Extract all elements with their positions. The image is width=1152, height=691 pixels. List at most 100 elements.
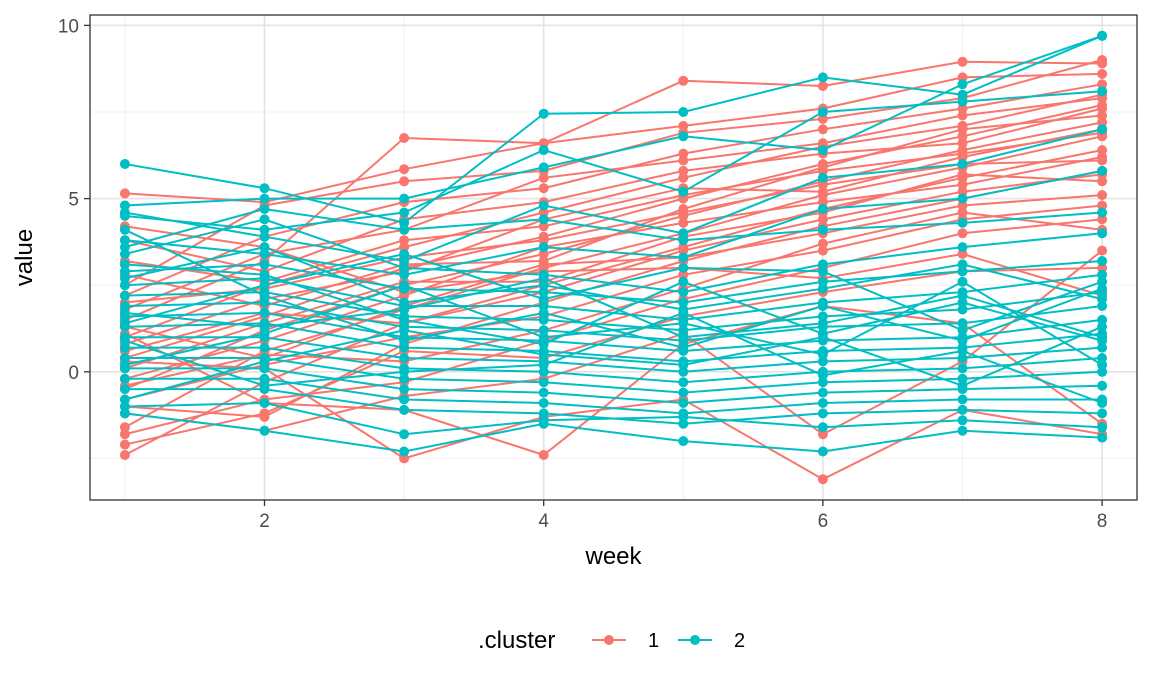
data-point xyxy=(957,404,968,415)
data-point xyxy=(538,249,549,259)
data-point xyxy=(957,56,968,67)
data-point xyxy=(259,242,270,253)
data-point xyxy=(399,207,410,218)
data-point xyxy=(817,124,828,135)
data-point xyxy=(399,217,410,228)
series-cluster-2 xyxy=(119,398,1108,440)
data-point xyxy=(399,256,410,266)
data-point xyxy=(678,269,689,280)
data-point xyxy=(119,401,130,412)
data-point xyxy=(817,197,828,208)
data-point xyxy=(817,145,828,156)
data-point xyxy=(538,294,549,305)
data-point xyxy=(817,377,828,388)
data-point xyxy=(538,450,549,460)
data-point xyxy=(119,408,130,419)
data-point xyxy=(817,349,828,360)
series-line xyxy=(124,104,1103,359)
data-point xyxy=(817,214,828,225)
data-point xyxy=(1097,131,1108,142)
data-point xyxy=(259,307,270,318)
data-point xyxy=(119,301,130,311)
series-line xyxy=(124,128,1103,346)
data-point xyxy=(259,204,270,214)
data-point xyxy=(957,207,968,218)
data-point xyxy=(399,176,410,187)
data-point xyxy=(957,124,968,135)
series-cluster-2 xyxy=(119,224,1108,353)
data-point xyxy=(259,356,270,367)
data-point xyxy=(538,325,549,336)
data-point xyxy=(538,415,549,426)
series-line xyxy=(124,291,1103,332)
series-line xyxy=(124,34,1103,207)
series-cluster-2 xyxy=(119,249,1108,336)
data-point xyxy=(538,235,549,246)
data-point xyxy=(119,242,130,253)
data-point xyxy=(259,342,270,353)
data-point xyxy=(399,242,410,253)
legend: .cluster 1 2 xyxy=(478,627,745,654)
data-point xyxy=(817,398,828,408)
data-point xyxy=(678,325,689,336)
data-point xyxy=(1097,422,1108,433)
data-point xyxy=(957,242,968,253)
legend-key-point xyxy=(604,635,614,645)
data-point xyxy=(1097,176,1108,187)
data-point xyxy=(678,75,689,86)
data-point xyxy=(259,297,270,308)
data-point xyxy=(259,259,270,270)
data-point xyxy=(678,366,689,377)
data-point xyxy=(678,342,689,353)
data-point xyxy=(957,217,968,228)
series-line xyxy=(124,194,1103,360)
data-point xyxy=(399,269,410,280)
series-cluster-2 xyxy=(119,242,1108,315)
data-point xyxy=(957,200,968,211)
data-point xyxy=(957,266,968,277)
data-point xyxy=(678,207,689,218)
data-point xyxy=(399,133,410,143)
data-point xyxy=(1097,262,1108,273)
data-point xyxy=(678,228,689,239)
series-cluster-2 xyxy=(119,30,1108,211)
data-point xyxy=(957,96,968,107)
data-point xyxy=(957,346,968,356)
data-point xyxy=(957,159,968,169)
data-point xyxy=(1097,190,1108,201)
data-point xyxy=(1097,283,1108,294)
data-point xyxy=(259,280,270,291)
data-point xyxy=(678,318,689,329)
data-point xyxy=(538,366,549,377)
data-point xyxy=(399,394,410,405)
data-point xyxy=(957,110,968,121)
series-line xyxy=(124,266,1103,446)
data-point xyxy=(957,103,968,114)
data-point xyxy=(538,108,549,119)
data-point xyxy=(817,113,828,124)
data-point xyxy=(399,297,410,308)
series-line xyxy=(124,277,1103,339)
data-point xyxy=(119,290,130,301)
data-point xyxy=(119,422,130,433)
data-point xyxy=(817,446,828,457)
data-point xyxy=(1097,314,1108,325)
series-line xyxy=(124,169,1103,276)
data-point xyxy=(957,179,968,190)
data-point xyxy=(957,89,968,100)
series-line xyxy=(124,263,1103,346)
data-point xyxy=(817,311,828,322)
series-line xyxy=(124,97,1103,311)
data-point xyxy=(538,138,549,149)
data-point xyxy=(957,259,968,270)
data-point xyxy=(678,418,689,429)
data-point xyxy=(678,217,689,228)
data-point xyxy=(119,342,130,353)
series-line xyxy=(124,357,1103,394)
series-line xyxy=(124,135,1103,429)
data-point xyxy=(957,297,968,308)
data-point xyxy=(1097,79,1108,90)
series-cluster-2 xyxy=(119,165,1108,280)
data-point xyxy=(817,179,828,190)
data-point xyxy=(119,384,130,395)
